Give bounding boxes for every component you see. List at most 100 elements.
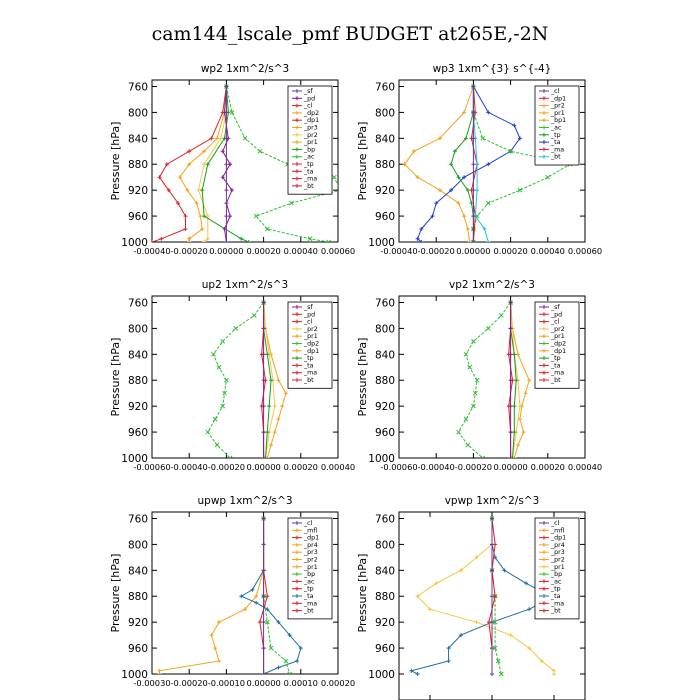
series-point_ac	[508, 148, 513, 154]
legend-label: _cl	[303, 103, 313, 110]
legend-marker	[542, 125, 546, 130]
legend-label: _bt	[303, 377, 314, 384]
legend-label: _tp	[550, 355, 561, 362]
series-point_ta	[449, 188, 454, 193]
legend-marker	[295, 103, 299, 108]
series-point_cl	[471, 240, 476, 242]
legend-marker	[295, 147, 299, 152]
series-point_pr1	[209, 633, 214, 638]
y-tick-label: 840	[375, 133, 395, 145]
series-point_dp2	[456, 429, 461, 435]
series-point_dp2	[474, 377, 480, 383]
series-point_pr1	[415, 594, 420, 599]
y-tick-label: 760	[128, 297, 148, 309]
legend-marker	[295, 305, 299, 309]
panel-title: wp2 1xm^2/s^3	[201, 63, 289, 75]
legend-label: _dp1	[303, 117, 319, 124]
series-point_ac	[326, 239, 332, 242]
series-point_cl	[261, 646, 266, 651]
series-point_pr1	[523, 391, 528, 396]
x-tick-label: 0.00040	[321, 462, 355, 472]
x-tick-label: -0.00020	[208, 462, 245, 472]
x-tick-label: -0.00040	[380, 246, 417, 256]
y-axis-label: Pressure [hPa]	[109, 554, 122, 633]
series-point_dp2	[251, 313, 257, 318]
series-point_cl	[471, 110, 476, 115]
y-tick-label: 920	[128, 185, 148, 197]
legend-label: _bt	[303, 608, 314, 615]
y-axis-label: Pressure [hPa]	[109, 338, 122, 417]
legend-label: _dp2	[303, 341, 319, 348]
series-point_cl	[261, 516, 266, 521]
series-point_pr2	[456, 201, 461, 206]
series-point_bp	[495, 658, 501, 664]
y-tick-label: 960	[128, 211, 148, 223]
legend-label: _pr2	[303, 326, 318, 333]
series-point_dp2	[220, 339, 226, 344]
legend-label: _dp2	[550, 341, 566, 348]
legend: _sf_pd_cl_pr2_pr1_dp2_dp1_tp_ta_ma_bt	[287, 301, 333, 389]
legend-label: _pd	[303, 95, 315, 102]
series-point_pr1	[243, 607, 247, 612]
series-point_ac	[253, 213, 259, 219]
panel-title: wp3 1xm^{3} s^{-4}	[433, 63, 552, 75]
series-point_cl	[471, 188, 476, 193]
chart-panel-3: up2 1xm^2/s^3 Pressure [hPa] 760 800 840 880 9…	[109, 279, 355, 472]
y-tick-label: 840	[128, 349, 148, 361]
legend-marker	[542, 528, 546, 533]
series-point_pr2	[465, 227, 470, 232]
legend-label: _sf	[550, 304, 560, 311]
legend-label: _pr4	[550, 542, 565, 549]
x-tick-label: 0.00020	[246, 246, 280, 256]
series-point_pr3	[185, 188, 190, 193]
x-tick-label: 0.00010	[284, 678, 318, 688]
y-tick-label: 800	[375, 539, 395, 551]
legend-label: _bp	[303, 571, 315, 578]
series-point_sf	[508, 378, 513, 383]
legend-label: _bt	[550, 154, 561, 161]
legend-marker	[295, 370, 299, 375]
series-point_pr1	[516, 443, 521, 448]
series-point_cl	[490, 646, 494, 651]
series-point_ta	[430, 214, 435, 219]
y-tick-label: 760	[375, 81, 395, 93]
series-point_sf	[508, 352, 513, 357]
panel-title: upwp 1xm^2/s^3	[198, 495, 293, 507]
x-tick-label: 0.00000	[246, 462, 280, 472]
series-point_tp	[449, 162, 454, 167]
series-point_ta	[276, 665, 281, 670]
y-tick-label: 920	[375, 185, 395, 197]
series-point_dp2	[205, 429, 211, 435]
series-point_ta	[415, 672, 420, 676]
series-point_sf	[508, 404, 513, 409]
series-point_pr2	[196, 188, 201, 193]
series-point_pr2	[272, 404, 277, 409]
legend-label: _ma	[550, 146, 564, 153]
series-point_bp	[492, 645, 498, 651]
legend-marker	[542, 521, 546, 525]
legend-label: _pr2	[550, 103, 565, 110]
legend-label: _cl	[303, 319, 313, 326]
panel-title: up2 1xm^2/s^3	[202, 279, 288, 291]
legend-label: _pr1	[303, 139, 318, 146]
series-point_ta	[446, 659, 451, 664]
series-point_dp1	[209, 136, 214, 141]
legend-label: _ma	[303, 176, 317, 183]
y-axis-label: Pressure [hPa]	[109, 122, 122, 201]
series-point_bt	[475, 162, 480, 167]
series-line_bp	[201, 86, 249, 242]
series-point_tp	[469, 201, 474, 206]
legend-marker	[295, 154, 299, 159]
series-point_pr1	[527, 378, 532, 383]
legend-marker	[542, 89, 546, 93]
x-tick-label: -0.00030	[133, 678, 170, 688]
y-tick-label: 1000	[368, 453, 395, 465]
y-tick-label: 880	[375, 375, 395, 387]
series-point_dp2	[224, 377, 229, 383]
y-tick-label: 800	[128, 107, 148, 119]
series-point_bp	[268, 645, 274, 651]
series-point_pr2	[437, 136, 442, 141]
legend-marker	[295, 564, 299, 569]
legend-marker	[295, 110, 299, 115]
y-axis-label: Pressure [hPa]	[356, 554, 369, 633]
